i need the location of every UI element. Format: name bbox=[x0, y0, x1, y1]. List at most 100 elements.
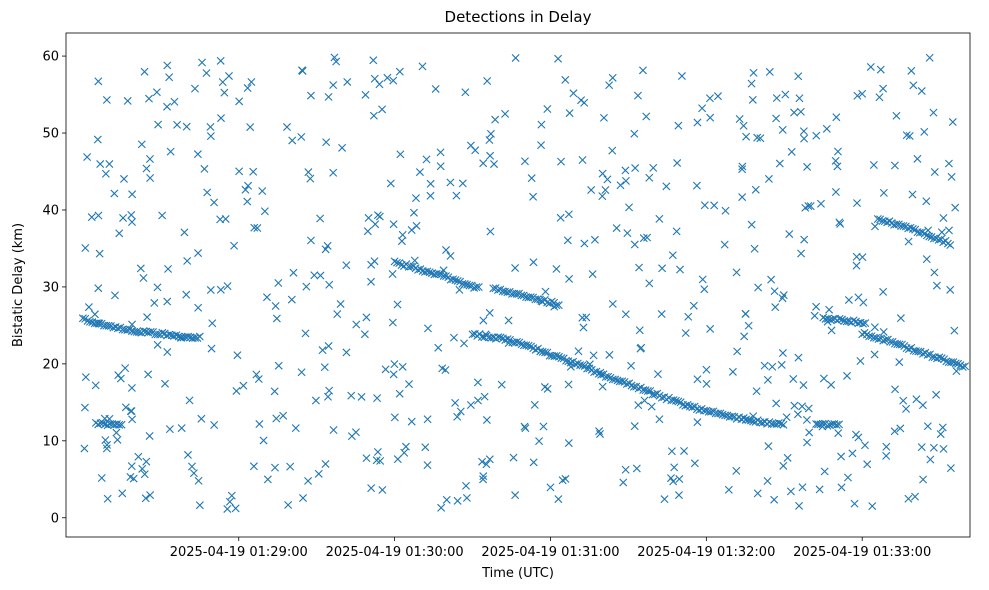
noise-point bbox=[698, 104, 707, 113]
scatter-points bbox=[78, 53, 970, 513]
track-point bbox=[777, 419, 786, 428]
track-point bbox=[179, 333, 188, 342]
noise-point bbox=[121, 403, 130, 412]
noise-point bbox=[137, 140, 146, 149]
noise-point bbox=[163, 348, 172, 356]
noise-point bbox=[260, 207, 269, 216]
noise-point bbox=[232, 386, 241, 395]
noise-point bbox=[802, 415, 811, 424]
track-point bbox=[524, 341, 533, 350]
noise-point bbox=[764, 174, 773, 183]
track-point bbox=[819, 313, 828, 322]
noise-point bbox=[543, 384, 552, 393]
noise-point bbox=[561, 474, 570, 483]
noise-point bbox=[329, 168, 338, 177]
noise-point bbox=[871, 222, 880, 231]
track-point bbox=[881, 335, 890, 344]
noise-point bbox=[206, 122, 215, 131]
noise-point bbox=[94, 284, 103, 293]
noise-point bbox=[918, 401, 927, 410]
noise-point bbox=[364, 213, 373, 222]
track-point bbox=[646, 386, 655, 395]
noise-point bbox=[342, 348, 351, 357]
noise-point bbox=[904, 237, 913, 246]
noise-point bbox=[105, 160, 114, 169]
track-point bbox=[583, 364, 592, 373]
noise-point bbox=[820, 467, 829, 476]
noise-point bbox=[121, 364, 130, 373]
track-point bbox=[874, 335, 883, 344]
noise-point bbox=[361, 90, 370, 99]
noise-point bbox=[485, 308, 494, 317]
track-point bbox=[934, 235, 943, 244]
noise-point bbox=[230, 241, 239, 250]
noise-point bbox=[360, 330, 369, 339]
y-tick-label: 10 bbox=[42, 434, 59, 449]
noise-point bbox=[235, 167, 244, 176]
noise-point bbox=[890, 427, 899, 436]
noise-point bbox=[372, 456, 381, 465]
noise-point bbox=[81, 244, 90, 252]
noise-point bbox=[690, 459, 699, 468]
noise-point bbox=[790, 108, 799, 117]
track-point bbox=[700, 406, 708, 415]
noise-point bbox=[590, 235, 599, 244]
noise-point bbox=[210, 420, 219, 429]
track-point bbox=[406, 262, 415, 271]
noise-point bbox=[882, 442, 891, 451]
noise-point bbox=[451, 398, 460, 407]
noise-point bbox=[771, 303, 780, 312]
noise-point bbox=[473, 378, 482, 387]
noise-point bbox=[710, 201, 719, 210]
noise-point bbox=[925, 53, 934, 62]
track-point bbox=[543, 298, 552, 307]
noise-point bbox=[747, 220, 756, 229]
track-point bbox=[115, 420, 124, 429]
track-point bbox=[554, 301, 563, 310]
track-point bbox=[536, 347, 545, 356]
track-point bbox=[935, 353, 944, 362]
track-point bbox=[503, 288, 512, 297]
track-point bbox=[716, 409, 725, 418]
track-point bbox=[611, 375, 620, 384]
noise-point bbox=[298, 66, 306, 75]
noise-point bbox=[114, 371, 123, 380]
noise-point bbox=[787, 147, 796, 156]
noise-point bbox=[263, 475, 272, 484]
noise-point bbox=[195, 501, 204, 510]
noise-point bbox=[627, 361, 636, 370]
noise-point bbox=[170, 97, 179, 106]
noise-point bbox=[760, 361, 769, 370]
noise-point bbox=[868, 502, 877, 511]
noise-point bbox=[322, 138, 331, 147]
noise-point bbox=[799, 381, 808, 390]
noise-point bbox=[747, 79, 756, 88]
noise-point bbox=[249, 462, 258, 471]
noise-point bbox=[778, 294, 787, 303]
noise-point bbox=[103, 494, 112, 503]
noise-point bbox=[752, 387, 761, 396]
noise-point bbox=[367, 277, 376, 286]
noise-point bbox=[520, 422, 529, 431]
noise-point bbox=[182, 290, 191, 299]
track-point bbox=[414, 265, 422, 274]
noise-point bbox=[680, 446, 689, 455]
noise-point bbox=[619, 478, 628, 487]
track-point bbox=[498, 287, 507, 296]
noise-point bbox=[902, 404, 911, 413]
track-point bbox=[604, 372, 613, 381]
noise-point bbox=[635, 326, 644, 335]
noise-point bbox=[929, 443, 938, 452]
noise-point bbox=[316, 214, 325, 223]
noise-point bbox=[598, 192, 607, 201]
noise-point bbox=[118, 489, 127, 498]
track-point bbox=[423, 267, 432, 276]
noise-point bbox=[390, 413, 399, 422]
noise-point bbox=[127, 462, 136, 471]
noise-point bbox=[244, 181, 253, 190]
track-point bbox=[832, 420, 841, 429]
noise-point bbox=[851, 430, 860, 439]
noise-point bbox=[946, 464, 955, 473]
noise-point bbox=[306, 174, 315, 183]
noise-point bbox=[912, 395, 921, 404]
